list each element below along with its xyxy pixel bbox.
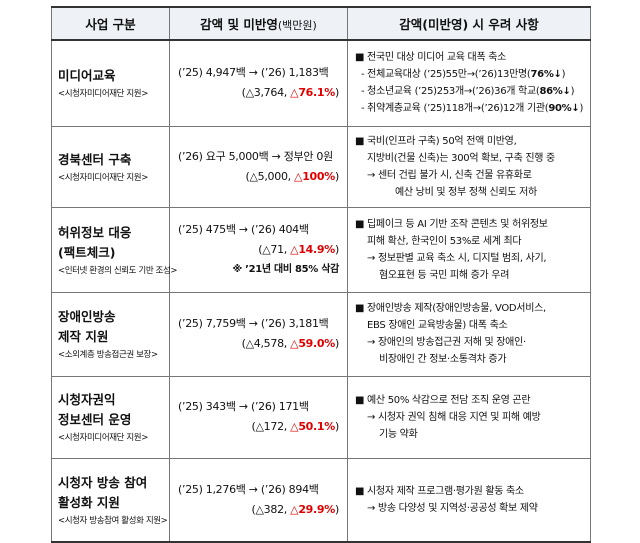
- concerns-cell: ■ 예산 50% 삭감으로 전담 조직 운영 곤란 → 시청자 권익 침해 대응…: [347, 375, 591, 459]
- business-title: 시청자권익 정보센터 운영: [58, 392, 132, 427]
- header-cut-amount: 감액 및 미반영(백만원): [169, 6, 348, 41]
- concern-line: → 시청자 권익 침해 대응 지연 및 피해 예방: [367, 411, 541, 423]
- cut-percent: △14.9%: [290, 242, 335, 256]
- business-name-cell: 장애인방송 제작 지원 <소외계층 방송접근권 보장>: [51, 291, 170, 377]
- concerns-cell: ■ 장애인방송 제작(장애인방송물, VOD서비스, EBS 장애인 교육방송물…: [347, 291, 591, 377]
- business-name-cell: 허위정보 대응 (팩트체크) <인터넷 환경의 신뢰도 기반 조성>: [51, 206, 178, 293]
- header-concerns: 감액(미반영) 시 우려 사항: [347, 6, 591, 41]
- delta-line: (△5,000, △100%): [245, 169, 340, 183]
- table-row: 허위정보 대응 (팩트체크) <인터넷 환경의 신뢰도 기반 조성> (’25)…: [51, 206, 591, 293]
- concerns-cell: ■ 딥페이크 등 AI 기반 조작 콘텐츠 및 허위정보 피해 확산, 한국인이…: [347, 206, 591, 293]
- business-title: 장애인방송 제작 지원: [58, 309, 116, 344]
- concern-line: 혐오표현 등 국민 피해 증가 우려: [379, 269, 510, 281]
- cut-percent: △100%: [294, 169, 335, 183]
- business-subtitle: <시청자미디어재단 지원>: [58, 89, 148, 100]
- cut-percent: △29.9%: [290, 502, 335, 516]
- table-row: 장애인방송 제작 지원 <소외계층 방송접근권 보장> (’25) 7,759백…: [51, 291, 591, 377]
- business-name-cell: 경북센터 구축 <시청자미디어재단 지원>: [51, 125, 170, 208]
- business-subtitle: <인터넷 환경의 신뢰도 기반 조성>: [58, 265, 178, 276]
- concern-line: 피해 확산, 한국인이 53%로 세계 최다: [367, 235, 522, 247]
- concern-line: ■ 예산 50% 삭감으로 전담 조직 운영 곤란: [355, 394, 531, 406]
- amount-line: (’25) 1,276백 → (’26) 894백: [178, 482, 319, 496]
- business-subtitle: <시청자 방송참여 활성화 지원>: [58, 515, 168, 526]
- concern-line: ■ 딥페이크 등 AI 기반 조작 콘텐츠 및 허위정보: [355, 218, 548, 230]
- budget-cut-table: 사업 구분 감액 및 미반영(백만원) 감액(미반영) 시 우려 사항 미디어교…: [51, 6, 591, 543]
- concern-line: → 센터 건립 불가 시, 신축 건물 유휴화로: [367, 169, 532, 181]
- concern-line: ■ 장애인방송 제작(장애인방송물, VOD서비스,: [355, 303, 546, 314]
- business-name-cell: 미디어교육 <시청자미디어재단 지원>: [51, 39, 170, 127]
- concern-line: → 장애인의 방송접근권 저해 및 장애인·: [367, 337, 526, 348]
- amount-line: (’25) 7,759백 → (’26) 3,181백: [178, 317, 329, 330]
- amount-line: (’25) 475백 → (’26) 404백: [178, 222, 309, 236]
- concern-line: - 청소년교육 (’25)253개→(’26)36개 학교(86%↓): [361, 86, 575, 98]
- concern-line: ■ 시청자 제작 프로그램·평가원 활동 축소: [355, 485, 524, 497]
- concern-line: 기능 약화: [379, 428, 418, 440]
- table-row: 시청자권익 정보센터 운영 <시청자미디어재단 지원> (’25) 343백 →…: [51, 375, 591, 459]
- delta-line: (△382, △29.9%): [251, 502, 340, 516]
- business-subtitle: <소외계층 방송접근권 보장>: [58, 350, 158, 360]
- header-business-category: 사업 구분: [51, 6, 170, 41]
- delta-line: (△71, △14.9%): [258, 242, 339, 256]
- delta-line: (△4,578, △59.0%): [241, 337, 340, 350]
- table-row: 미디어교육 <시청자미디어재단 지원> (’25) 4,947백 → (’26)…: [51, 39, 591, 127]
- business-subtitle: <시청자미디어재단 지원>: [58, 172, 148, 183]
- concern-line: ■ 국비(인프라 구축) 50억 전액 미반영,: [355, 135, 517, 147]
- concern-line: - 취약계층교육 (’25)118개→(’26)12개 기관(90%↓): [361, 103, 584, 115]
- concern-line: 비장애인 간 정보·소통격차 증가: [379, 354, 507, 365]
- business-title: 시청자 방송 참여 활성화 지원: [58, 474, 148, 510]
- table-row: 경북센터 구축 <시청자미디어재단 지원> (’26) 요구 5,000백 → …: [51, 125, 591, 208]
- amount-line: (’25) 343백 → (’26) 171백: [178, 400, 309, 413]
- concern-line: - 전체교육대상 (’25)55만→(’26)13만명(76%↓): [361, 69, 566, 81]
- table-row: 시청자 방송 참여 활성화 지원 <시청자 방송참여 활성화 지원> (’25)…: [51, 457, 591, 543]
- cut-percent: △76.1%: [290, 86, 335, 100]
- concerns-cell: ■ 시청자 제작 프로그램·평가원 활동 축소 → 방송 다양성 및 지역성·공…: [347, 457, 591, 543]
- business-title: 허위정보 대응 (팩트체크): [58, 224, 132, 260]
- amount-cell: (’25) 475백 → (’26) 404백 (△71, △14.9%) ※ …: [169, 206, 348, 293]
- concerns-cell: ■ 전국민 대상 미디어 교육 대폭 축소 - 전체교육대상 (’25)55만→…: [347, 39, 591, 127]
- business-title: 미디어교육: [58, 68, 116, 84]
- amount-line: (’25) 4,947백 → (’26) 1,183백: [178, 66, 329, 80]
- concern-line: EBS 장애인 교육방송물) 대폭 축소: [367, 320, 508, 331]
- business-subtitle: <시청자미디어재단 지원>: [58, 433, 148, 443]
- concern-line: ■ 전국민 대상 미디어 교육 대폭 축소: [355, 52, 507, 64]
- concern-line: → 정보판별 교육 축소 시, 디지털 범죄, 사기,: [367, 252, 547, 264]
- amount-cell: (’25) 4,947백 → (’26) 1,183백 (△3,764, △76…: [169, 39, 348, 127]
- concern-line: → 방송 다양성 및 지역성·공공성 확보 제약: [367, 502, 538, 514]
- concerns-cell: ■ 국비(인프라 구축) 50억 전액 미반영, 지방비(건물 신축)는 300…: [347, 125, 591, 208]
- cut-percent: △50.1%: [290, 420, 335, 433]
- cut-note: ※ ’21년 대비 85% 삭감: [232, 263, 340, 275]
- business-name-cell: 시청자 방송 참여 활성화 지원 <시청자 방송참여 활성화 지원>: [51, 457, 170, 543]
- business-name-cell: 시청자권익 정보센터 운영 <시청자미디어재단 지원>: [51, 375, 170, 459]
- amount-line: (’26) 요구 5,000백 → 정부안 0원: [178, 149, 333, 163]
- amount-cell: (’25) 1,276백 → (’26) 894백 (△382, △29.9%): [169, 457, 348, 543]
- business-title: 경북센터 구축: [58, 151, 132, 167]
- amount-cell: (’26) 요구 5,000백 → 정부안 0원 (△5,000, △100%): [169, 125, 348, 208]
- concern-line: 예산 낭비 및 정부 정책 신뢰도 저하: [395, 186, 537, 198]
- concern-line: 지방비(건물 신축)는 300억 확보, 구축 진행 중: [367, 152, 555, 164]
- delta-line: (△3,764, △76.1%): [241, 86, 340, 100]
- delta-line: (△172, △50.1%): [251, 420, 340, 433]
- cut-percent: △59.0%: [290, 337, 335, 350]
- amount-cell: (’25) 343백 → (’26) 171백 (△172, △50.1%): [169, 375, 348, 459]
- amount-cell: (’25) 7,759백 → (’26) 3,181백 (△4,578, △59…: [169, 291, 348, 377]
- table-header-row: 사업 구분 감액 및 미반영(백만원) 감액(미반영) 시 우려 사항: [51, 6, 591, 41]
